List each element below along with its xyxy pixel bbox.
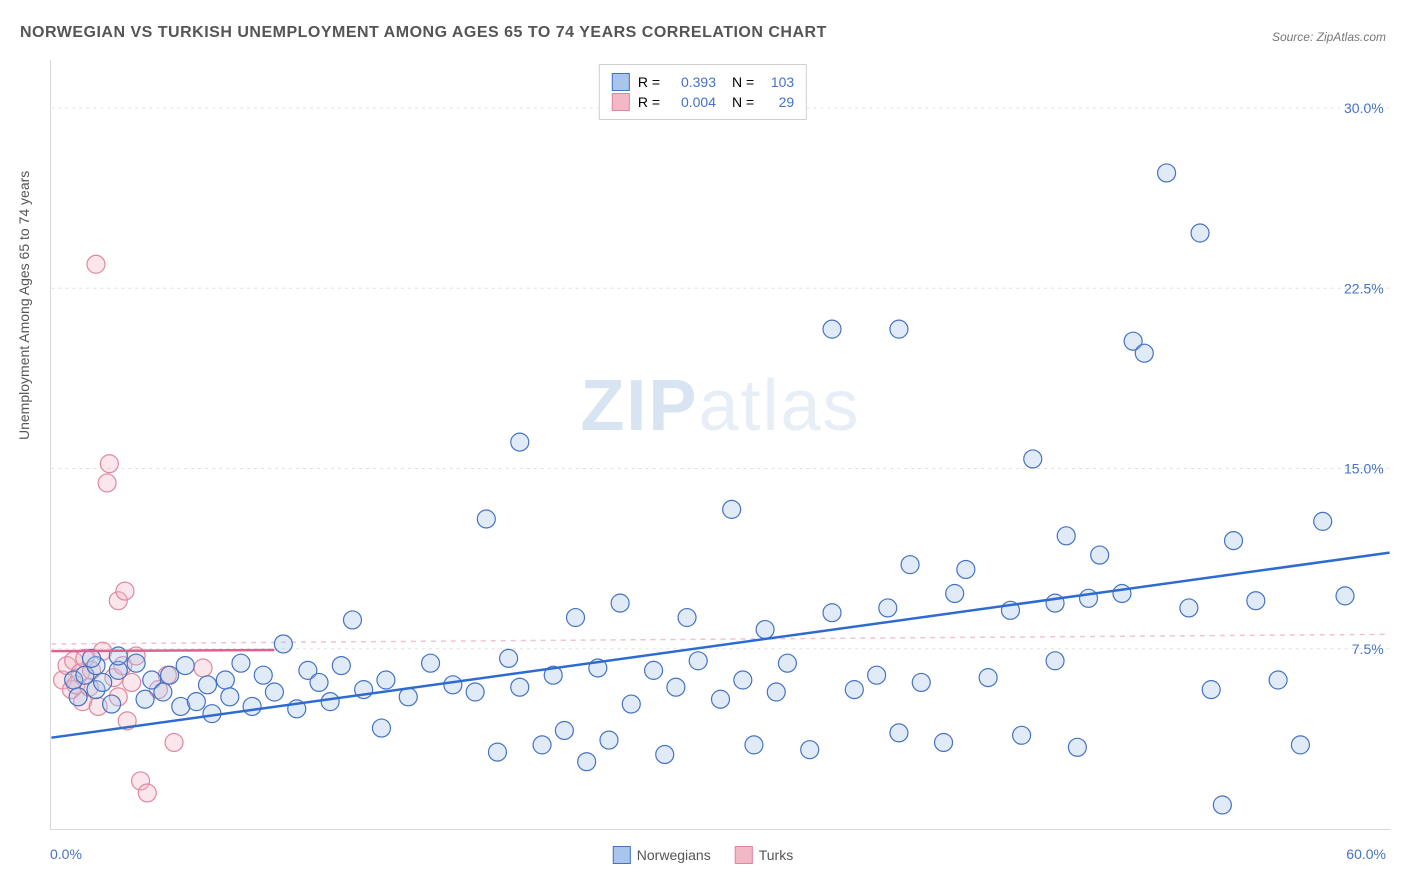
source-attribution: Source: ZipAtlas.com	[1272, 30, 1386, 44]
legend-item-norwegians: Norwegians	[613, 846, 711, 864]
correlation-legend: R = 0.393 N = 103 R = 0.004 N = 29	[599, 64, 807, 120]
svg-text:15.0%: 15.0%	[1344, 461, 1384, 477]
n-label: N =	[732, 74, 754, 90]
x-tick-min: 0.0%	[50, 846, 82, 862]
n-label: N =	[732, 94, 754, 110]
legend-label-norwegians: Norwegians	[637, 847, 711, 863]
n-value-norwegians: 103	[762, 74, 794, 90]
series-legend: Norwegians Turks	[613, 846, 793, 864]
legend-row-norwegians: R = 0.393 N = 103	[612, 73, 794, 91]
swatch-turks	[735, 846, 753, 864]
plot-area: ZIPatlas 7.5%15.0%22.5%30.0%	[50, 60, 1390, 830]
source-prefix: Source:	[1272, 30, 1317, 44]
source-name: ZipAtlas.com	[1317, 30, 1386, 44]
scatter-plot-svg: 7.5% 15.0% 22.5% 30.0%	[51, 60, 1390, 829]
swatch-turks	[612, 93, 630, 111]
r-value-turks: 0.004	[668, 94, 716, 110]
y-axis-label: Unemployment Among Ages 65 to 74 years	[16, 171, 32, 440]
n-value-turks: 29	[762, 94, 794, 110]
r-label: R =	[638, 94, 660, 110]
r-value-norwegians: 0.393	[668, 74, 716, 90]
swatch-norwegians	[612, 73, 630, 91]
legend-row-turks: R = 0.004 N = 29	[612, 93, 794, 111]
svg-text:22.5%: 22.5%	[1344, 280, 1384, 296]
chart-title: NORWEGIAN VS TURKISH UNEMPLOYMENT AMONG …	[20, 24, 827, 42]
r-label: R =	[638, 74, 660, 90]
svg-text:30.0%: 30.0%	[1344, 100, 1384, 116]
legend-item-turks: Turks	[735, 846, 793, 864]
svg-text:7.5%: 7.5%	[1352, 641, 1384, 657]
x-tick-max: 60.0%	[1346, 846, 1386, 862]
swatch-norwegians	[613, 846, 631, 864]
legend-label-turks: Turks	[759, 847, 793, 863]
